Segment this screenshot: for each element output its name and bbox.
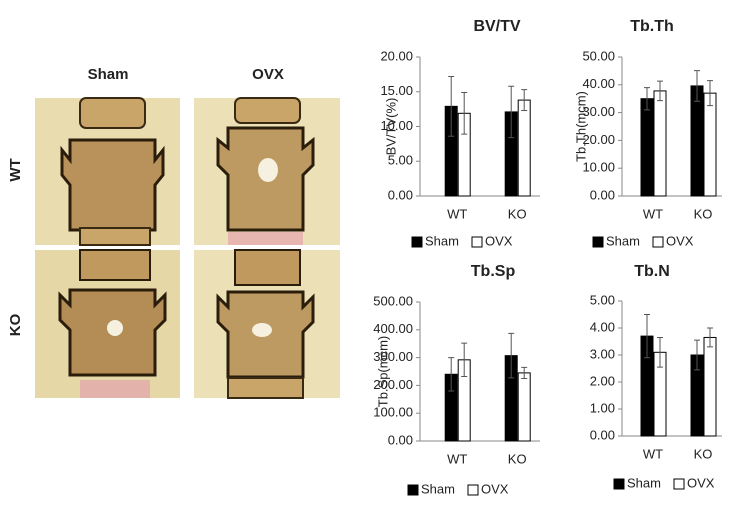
histology-panels: Sham OVX WT KO <box>7 66 340 399</box>
error-bar <box>657 80 663 102</box>
legend-label: OVX <box>481 481 509 496</box>
legend-swatch <box>652 236 664 248</box>
y-tick-label: 5.00 <box>590 292 615 307</box>
y-tick-label: 20.00 <box>380 48 413 63</box>
legend-label: Sham <box>627 475 661 490</box>
legend-swatch <box>407 484 419 496</box>
error-bar <box>644 314 650 359</box>
legend-swatch <box>673 478 685 490</box>
legend-swatch <box>613 478 625 490</box>
error-bar <box>508 85 515 139</box>
legend-swatch <box>467 484 479 496</box>
legend-swatch <box>471 236 483 248</box>
error-bar <box>521 89 528 112</box>
y-tick-label: 10.00 <box>582 160 615 175</box>
y-axis-label: Tb.Sp(mcm) <box>375 336 390 408</box>
y-tick-label: 200.00 <box>373 377 413 392</box>
x-tick-label: KO <box>508 206 527 221</box>
y-tick-label: 500.00 <box>373 293 413 308</box>
x-tick-label: WT <box>643 446 663 461</box>
error-bar <box>448 357 455 392</box>
bar <box>703 336 717 437</box>
bar <box>517 99 531 197</box>
legend-label: Sham <box>606 233 640 248</box>
legend-label: Sham <box>421 481 455 496</box>
bar <box>653 90 667 197</box>
bar <box>517 372 531 442</box>
legend-label: OVX <box>485 233 513 248</box>
column-label: OVX <box>252 66 284 83</box>
y-tick-label: 20.00 <box>582 132 615 147</box>
bar <box>640 98 654 197</box>
y-tick-label: 50.00 <box>582 48 615 63</box>
y-tick-label: 300.00 <box>373 349 413 364</box>
error-bar <box>707 327 713 348</box>
chart-title: Tb.Sp <box>471 263 516 280</box>
x-tick-label: WT <box>447 451 467 466</box>
chart-title: BV/TV <box>473 18 520 35</box>
y-tick-label: 15.00 <box>380 83 413 98</box>
y-tick-label: 40.00 <box>582 76 615 91</box>
error-bar <box>461 342 468 378</box>
y-tick-label: 0.00 <box>388 432 413 447</box>
y-tick-label: 1.00 <box>590 400 615 415</box>
y-tick-label: 0.00 <box>388 187 413 202</box>
x-tick-label: KO <box>694 446 713 461</box>
x-tick-label: KO <box>694 206 713 221</box>
y-tick-label: 2.00 <box>590 373 615 388</box>
image <box>35 97 180 246</box>
y-tick-label: 0.00 <box>590 187 615 202</box>
legend-swatch <box>411 236 423 248</box>
column-label: Sham <box>88 66 129 83</box>
x-tick-label: WT <box>643 206 663 221</box>
error-bar <box>657 336 663 368</box>
y-axis-label: BV/TV(%) <box>383 98 398 156</box>
row-label: KO <box>7 313 24 336</box>
error-bar <box>694 339 700 371</box>
image <box>194 249 340 399</box>
y-tick-label: 30.00 <box>582 104 615 119</box>
chart-title: Tb.N <box>634 263 670 280</box>
row-label: WT <box>7 158 24 181</box>
y-tick-label: 3.00 <box>590 346 615 361</box>
y-axis-label: Tb.Th(mcm) <box>573 91 588 162</box>
image <box>194 97 340 245</box>
error-bar <box>521 366 528 379</box>
legend-label: Sham <box>425 233 459 248</box>
error-bar <box>644 87 650 111</box>
error-bar <box>508 332 515 379</box>
y-tick-label: 4.00 <box>590 319 615 334</box>
x-tick-label: WT <box>447 206 467 221</box>
bar <box>703 92 717 197</box>
error-bar <box>707 80 713 107</box>
error-bar <box>461 91 468 135</box>
legend-swatch <box>592 236 604 248</box>
y-tick-label: 400.00 <box>373 321 413 336</box>
y-tick-label: 0.00 <box>590 427 615 442</box>
y-tick-label: 5.00 <box>388 153 413 168</box>
image <box>35 249 180 398</box>
y-tick-label: 100.00 <box>373 405 413 420</box>
y-tick-label: 10.00 <box>380 118 413 133</box>
error-bar <box>694 70 700 102</box>
x-tick-label: KO <box>508 451 527 466</box>
legend-label: OVX <box>687 475 715 490</box>
bar <box>690 85 704 197</box>
chart-title: Tb.Th <box>630 18 674 35</box>
legend-label: OVX <box>666 233 694 248</box>
error-bar <box>448 75 455 137</box>
